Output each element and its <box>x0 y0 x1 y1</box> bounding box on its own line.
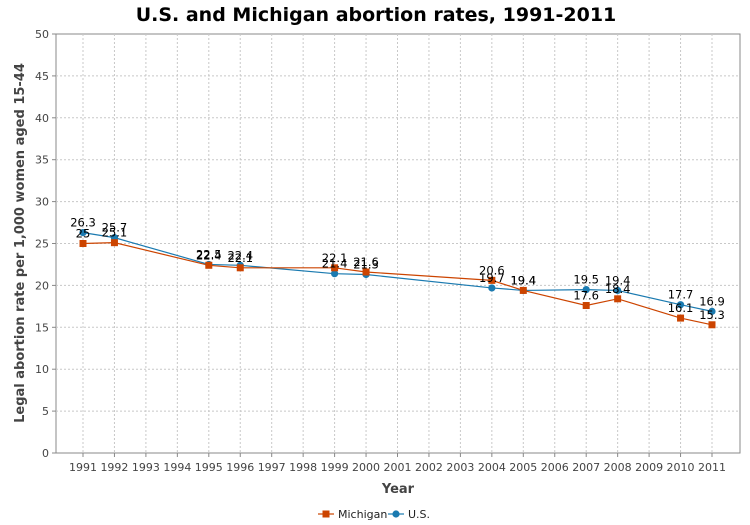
legend-label: Michigan <box>338 508 387 521</box>
michigan-point <box>677 314 685 322</box>
series-layer <box>79 229 716 329</box>
x-tick-label: 1995 <box>195 461 223 474</box>
michigan-data-label: 17.6 <box>573 289 599 303</box>
x-tick-label: 1992 <box>100 461 128 474</box>
x-tick-label: 2000 <box>352 461 380 474</box>
y-tick-label: 45 <box>35 70 49 83</box>
x-tick-label: 1998 <box>289 461 317 474</box>
michigan-data-label: 15.3 <box>699 308 725 322</box>
us-data-label: 21.3 <box>353 258 379 272</box>
y-tick-label: 15 <box>35 321 49 334</box>
us-data-label: 26.3 <box>70 216 96 230</box>
michigan-point <box>79 240 87 247</box>
y-tick-label: 10 <box>35 363 49 376</box>
x-tick-label: 2011 <box>698 461 726 474</box>
x-tick-label: 2003 <box>446 461 474 474</box>
michigan-data-label: 25 <box>76 227 91 241</box>
series-line-us <box>82 232 713 312</box>
us-point <box>614 286 622 295</box>
us-data-label: 22.4 <box>227 248 253 262</box>
us-data-label: 21.4 <box>322 257 348 271</box>
michigan-data-label: 16.1 <box>668 301 694 315</box>
us-point <box>331 270 339 278</box>
y-tick-label: 35 <box>35 154 49 167</box>
michigan-point <box>582 302 590 310</box>
y-axis-label: Legal abortion rate per 1,000 women aged… <box>13 63 28 423</box>
legend-item-us: U.S. <box>388 508 430 521</box>
michigan-point <box>708 321 716 329</box>
michigan-point <box>110 239 118 247</box>
x-tick-label: 1991 <box>69 461 97 474</box>
y-tick-label: 30 <box>35 196 49 209</box>
x-tick-label: 2008 <box>604 461 632 474</box>
y-tick-label: 40 <box>35 112 49 125</box>
x-tick-label: 2005 <box>509 461 537 474</box>
us-data-label: 19.4 <box>510 273 536 287</box>
us-data-label: 19.5 <box>573 273 599 287</box>
x-tick-label: 2002 <box>415 461 443 474</box>
michigan-data-label: 20.6 <box>479 263 505 277</box>
x-tick-label: 2001 <box>384 461 412 474</box>
michigan-point <box>205 261 213 269</box>
michigan-data-label: 22.1 <box>322 251 348 265</box>
chart-title: U.S. and Michigan abortion rates, 1991-2… <box>136 4 617 26</box>
y-tick-label: 50 <box>35 28 49 41</box>
y-tick-label: 25 <box>35 238 49 251</box>
y-tick-label: 20 <box>35 279 49 292</box>
us-data-label: 25.7 <box>102 221 128 235</box>
us-data-label: 16.9 <box>699 294 725 308</box>
michigan-data-label: 22.4 <box>196 248 222 262</box>
x-tick-label: 2009 <box>635 461 663 474</box>
michigan-point <box>362 268 370 276</box>
michigan-data-label: 25.1 <box>102 226 128 240</box>
y-tick-label: 0 <box>42 447 49 460</box>
legend-circle-marker <box>392 510 400 518</box>
us-point <box>708 307 716 315</box>
michigan-point <box>236 264 244 272</box>
us-data-label: 17.7 <box>668 288 694 302</box>
us-data-label: 19.4 <box>605 273 631 287</box>
data-labels-layer: 26.3 25.722.5 22.421.4 21.319.7 19.4 19.5 19.4… <box>70 216 725 322</box>
x-tick-label: 1999 <box>321 461 349 474</box>
legend-item-michigan: Michigan <box>318 508 387 521</box>
x-tick-label: 1996 <box>226 461 254 474</box>
michigan-point <box>488 276 496 284</box>
x-tick-label: 1993 <box>132 461 160 474</box>
michigan-data-label: 22.1 <box>227 251 253 265</box>
y-axis-ticks: 0 5 10 15 20 25 30 35 40 45 50 <box>35 28 56 460</box>
series-line-michigan <box>82 242 713 326</box>
y-tick-label: 5 <box>42 405 49 418</box>
michigan-point <box>519 286 527 294</box>
x-axis-label: Year <box>381 482 415 497</box>
x-tick-label: 2010 <box>667 461 695 474</box>
us-point <box>488 284 496 292</box>
michigan-data-label: 18.4 <box>605 282 631 296</box>
michigan-point <box>614 295 622 303</box>
us-point <box>582 285 590 294</box>
x-tick-label: 1994 <box>163 461 191 474</box>
x-axis-ticks: 1991 1992 1993 1994 1995 1996 1997 1998 1999 2000… <box>69 453 726 474</box>
michigan-data-label: 19.4 <box>510 273 536 287</box>
legend-label: U.S. <box>408 508 430 521</box>
us-point <box>676 301 685 309</box>
legend-square-marker <box>322 510 330 518</box>
us-data-label: 22.5 <box>196 247 222 261</box>
us-data-label: 19.7 <box>479 271 505 285</box>
x-tick-label: 2004 <box>478 461 506 474</box>
x-tick-label: 2007 <box>572 461 600 474</box>
x-tick-label: 1997 <box>258 461 286 474</box>
x-tick-label: 2006 <box>541 461 569 474</box>
us-point <box>79 229 87 237</box>
michigan-data-label: 21.6 <box>353 255 379 269</box>
legend: Michigan U.S. <box>318 508 430 521</box>
michigan-point <box>331 264 339 272</box>
